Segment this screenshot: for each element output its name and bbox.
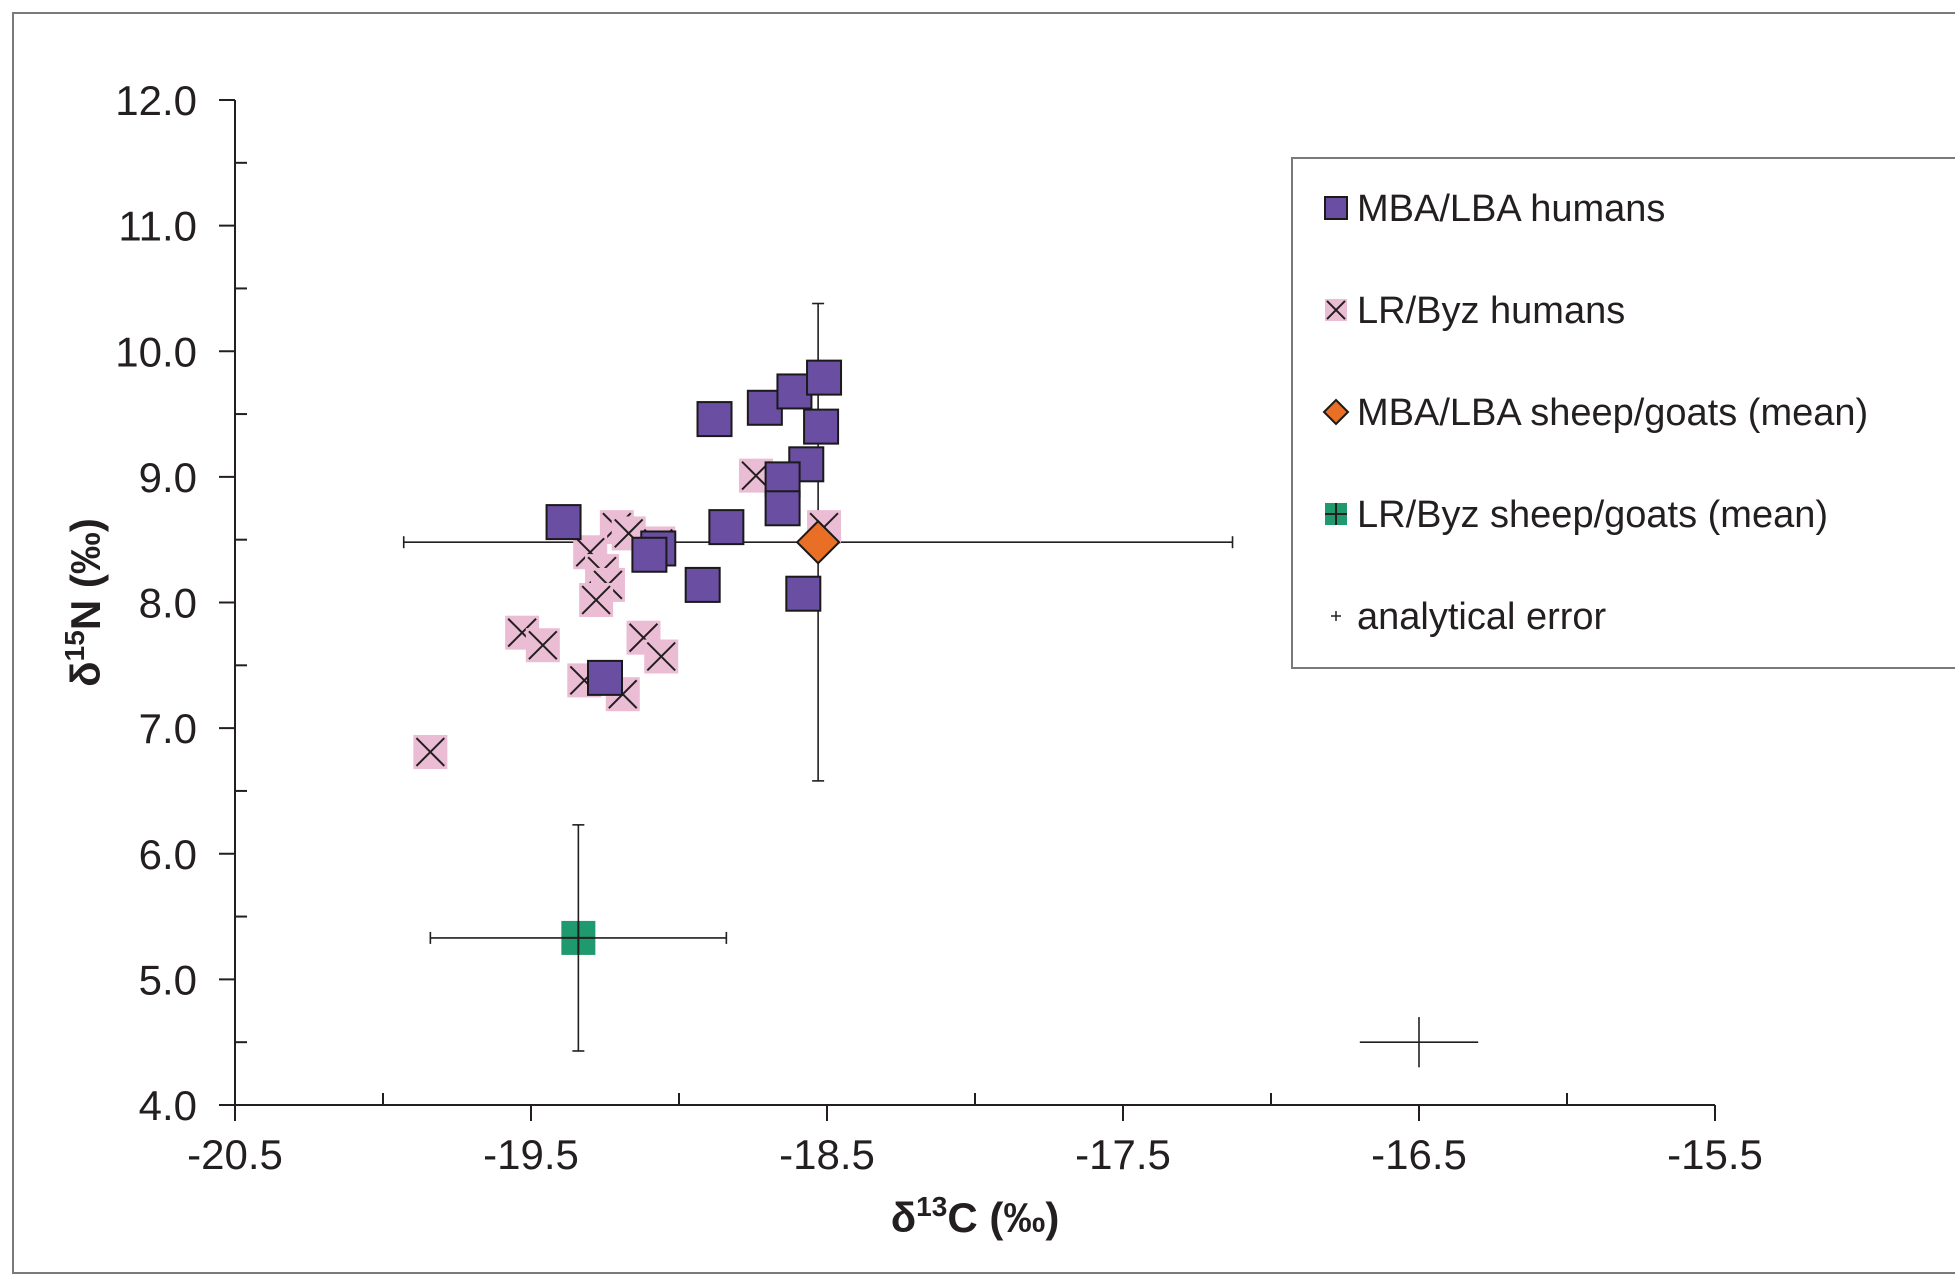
- data-point: [587, 659, 623, 696]
- legend-marker: [1331, 611, 1341, 621]
- y-tick-label: 5.0: [139, 956, 197, 1003]
- y-tick-label: 9.0: [139, 454, 197, 501]
- data-point: [803, 408, 840, 445]
- x-tick-label: -18.5: [779, 1131, 875, 1178]
- y-tick-label: 6.0: [139, 831, 197, 878]
- data-point: [631, 536, 668, 573]
- data-point: [708, 509, 745, 546]
- data-point: [413, 734, 448, 769]
- data-point: [545, 504, 582, 541]
- y-tick-label: 12.0: [115, 77, 197, 124]
- legend-label: LR/Byz sheep/goats (mean): [1357, 494, 1828, 536]
- y-tick-label: 10.0: [115, 328, 197, 375]
- data-point: [764, 490, 801, 527]
- axes: 4.0 5.0 6.0 7.0 8.0 9.0 10.0 11.0 12.0 -20.5 -19.5…: [115, 77, 1763, 1178]
- legend-label: analytical error: [1357, 596, 1607, 638]
- legend-label: MBA/LBA humans: [1357, 188, 1665, 230]
- y-tick-label: 7.0: [139, 705, 197, 752]
- legend-marker: [1324, 196, 1348, 220]
- data-point: [746, 389, 783, 426]
- data-point: [785, 575, 822, 612]
- x-tick-label: -15.5: [1667, 1131, 1763, 1178]
- data-points: [413, 359, 843, 955]
- y-tick-label: 8.0: [139, 580, 197, 627]
- x-axis-title: δ13C (‰): [891, 1191, 1060, 1241]
- legend: MBA/LBA humans LR/Byz humans MBA/LBA sheep…: [1291, 157, 1955, 669]
- data-point: [525, 628, 560, 663]
- x-tick-label: -16.5: [1371, 1131, 1467, 1178]
- y-tick-label: 11.0: [118, 203, 197, 250]
- data-point: [684, 566, 721, 603]
- data-point: [579, 582, 614, 617]
- y-tick-label: 4.0: [139, 1082, 197, 1129]
- legend-box: [1291, 157, 1955, 669]
- legend-marker: [1325, 299, 1347, 321]
- data-point: [806, 359, 843, 396]
- y-axis-title: δ15N (‰): [59, 518, 109, 687]
- data-point: [776, 373, 813, 410]
- x-tick-label: -17.5: [1075, 1131, 1171, 1178]
- x-tick-label: -20.5: [187, 1131, 283, 1178]
- legend-marker: [1322, 398, 1350, 426]
- legend-label: MBA/LBA sheep/goats (mean): [1357, 392, 1868, 434]
- legend-label: LR/Byz humans: [1357, 290, 1625, 332]
- data-point: [696, 401, 733, 438]
- data-point: [795, 519, 841, 565]
- data-point: [561, 920, 596, 955]
- x-tick-label: -19.5: [483, 1131, 579, 1178]
- legend-marker: [1325, 503, 1347, 525]
- data-point: [644, 639, 679, 674]
